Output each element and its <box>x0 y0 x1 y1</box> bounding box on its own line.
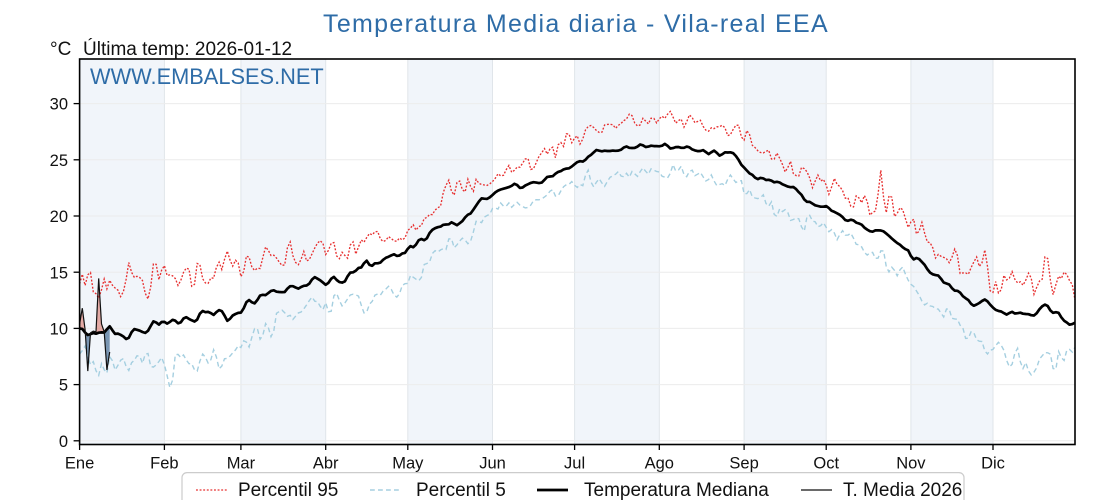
svg-text:Percentil 95: Percentil 95 <box>238 480 338 500</box>
svg-text:°C: °C <box>50 39 71 60</box>
svg-text:0: 0 <box>59 433 68 451</box>
svg-text:Percentil 5: Percentil 5 <box>416 480 506 500</box>
svg-text:Abr: Abr <box>313 455 339 473</box>
svg-text:WWW.EMBALSES.NET: WWW.EMBALSES.NET <box>90 64 324 89</box>
svg-text:Última temp: 2026-01-12: Última temp: 2026-01-12 <box>83 38 292 60</box>
svg-text:Ago: Ago <box>645 455 674 473</box>
svg-text:Temperatura Media diaria - Vil: Temperatura Media diaria - Vila-real EEA <box>323 10 829 38</box>
svg-text:Jun: Jun <box>479 455 506 473</box>
svg-text:Temperatura Mediana: Temperatura Mediana <box>584 480 769 500</box>
svg-text:Sep: Sep <box>729 455 758 473</box>
svg-text:Nov: Nov <box>896 455 926 473</box>
svg-text:May: May <box>392 455 424 473</box>
svg-text:10: 10 <box>50 321 68 339</box>
svg-text:T. Media 2026: T. Media 2026 <box>843 480 962 500</box>
svg-text:30: 30 <box>50 96 68 114</box>
svg-text:Jul: Jul <box>564 455 585 473</box>
svg-text:25: 25 <box>50 152 68 170</box>
svg-text:5: 5 <box>59 377 68 395</box>
svg-text:Mar: Mar <box>227 455 256 473</box>
svg-text:Oct: Oct <box>813 455 839 473</box>
svg-text:Feb: Feb <box>150 455 178 473</box>
svg-text:20: 20 <box>50 208 68 226</box>
svg-text:15: 15 <box>50 264 68 282</box>
svg-text:Ene: Ene <box>65 455 94 473</box>
svg-text:Dic: Dic <box>981 455 1005 473</box>
